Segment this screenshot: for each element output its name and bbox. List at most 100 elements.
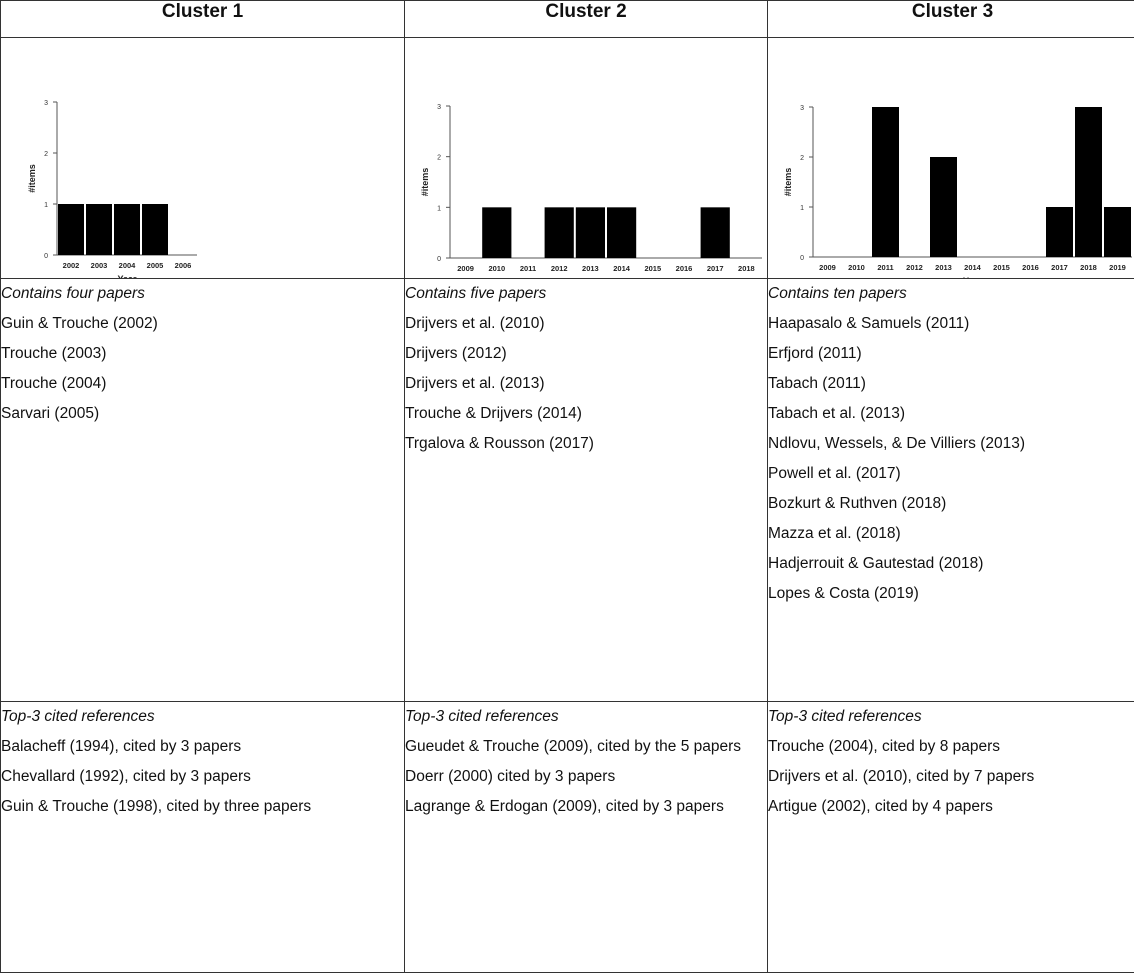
x-tick-label: 2019 — [1109, 263, 1126, 272]
cluster-2-references-subhead: Top-3 cited references — [405, 708, 559, 725]
cluster-1-papers-subhead: Contains four papers — [1, 285, 145, 302]
y-axis-label: #items — [420, 168, 430, 197]
x-tick-label: 2015 — [644, 264, 661, 273]
y-tick-label: 3 — [800, 105, 804, 112]
paper-item: Haapasalo & Samuels (2011) — [768, 315, 970, 332]
cluster-1-header: Cluster 1 — [0, 0, 405, 38]
x-tick-label: 2018 — [738, 264, 755, 273]
bar-2010 — [482, 207, 512, 258]
paper-item: Tabach (2011) — [768, 375, 866, 392]
paper-item: Drijvers et al. (2013) — [405, 375, 545, 392]
cluster-3-papers-subhead: Contains ten papers — [768, 285, 907, 302]
paper-item: Mazza et al. (2018) — [768, 525, 901, 542]
cluster-2-chart: 0 1 2 3 2009 2010 2011 2012 2013 2014 2015 2016 2017… — [420, 104, 762, 278]
reference-item: Balacheff (1994), cited by 3 papers — [1, 738, 242, 755]
cluster-2-papers-cell: Contains five papers Drijvers et al. (20… — [404, 278, 768, 702]
y-tick-label: 0 — [437, 256, 441, 263]
cluster-2-references-cell: Top-3 cited references Gueudet & Trouche… — [404, 701, 768, 973]
y-tick-label: 0 — [800, 255, 804, 262]
bar-2017 — [1046, 207, 1073, 257]
bar-2003 — [86, 204, 112, 255]
reference-item: Chevallard (1992), cited by 3 papers — [1, 768, 251, 785]
x-tick-label: 2015 — [993, 263, 1010, 272]
paper-item: Powell et al. (2017) — [768, 465, 901, 482]
bar-2012 — [544, 207, 574, 258]
x-tick-label: 2009 — [819, 263, 836, 272]
chart-row: 0 1 2 3 2002 2003 2004 2005 2006 Year #items 0 1 2 3 2… — [0, 37, 1134, 279]
y-tick-label: 2 — [437, 155, 441, 162]
cluster-1-chart-cell: 0 1 2 3 2002 2003 2004 2005 2006 Year #items — [0, 37, 405, 279]
bar-2019 — [1104, 207, 1131, 257]
y-tick-label: 1 — [437, 205, 441, 212]
paper-item: Hadjerrouit & Gautestad (2018) — [768, 555, 984, 572]
reference-item: Trouche (2004), cited by 8 papers — [768, 738, 1001, 755]
y-tick-label: 2 — [800, 155, 804, 162]
reference-item: Guin & Trouche (1998), cited by three pa… — [1, 798, 312, 815]
reference-item: Lagrange & Erdogan (2009), cited by 3 pa… — [405, 798, 724, 815]
reference-item: Doerr (2000) cited by 3 papers — [405, 768, 616, 785]
x-tick-label: 2017 — [707, 264, 724, 273]
cluster-1-papers-cell: Contains four papers Guin & Trouche (200… — [0, 278, 405, 702]
paper-item: Lopes & Costa (2019) — [768, 585, 919, 602]
bar-2013 — [575, 207, 605, 258]
bar-2018 — [1075, 107, 1102, 257]
cluster-1-chart: 0 1 2 3 2002 2003 2004 2005 2006 Year #items — [27, 100, 197, 278]
x-tick-label: 2016 — [676, 264, 693, 273]
x-tick-label: 2004 — [119, 261, 137, 270]
bar-2002 — [58, 204, 84, 255]
cluster-3-chart-cell: 0 1 2 3 2009 2010 2011 2012 2013 2014 2015 2016 2017… — [767, 37, 1134, 279]
bar-2017 — [700, 207, 730, 258]
x-tick-label: 2010 — [848, 263, 865, 272]
x-tick-label: 2010 — [488, 264, 505, 273]
x-tick-label: 2014 — [964, 263, 982, 272]
reference-item: Artigue (2002), cited by 4 papers — [768, 798, 993, 815]
paper-item: Drijvers (2012) — [405, 345, 507, 362]
bar-2013 — [930, 157, 957, 257]
paper-item: Drijvers et al. (2010) — [405, 315, 545, 332]
x-axis-label: Year — [963, 276, 983, 278]
y-axis-label: #items — [27, 164, 37, 193]
x-tick-label: 2011 — [877, 263, 893, 272]
x-tick-label: 2003 — [91, 261, 108, 270]
x-tick-label: 2013 — [935, 263, 952, 272]
cluster-3-references-subhead: Top-3 cited references — [768, 708, 922, 725]
y-tick-label: 2 — [44, 151, 48, 158]
cluster-3-header: Cluster 3 — [767, 0, 1134, 38]
cluster-1-references-cell: Top-3 cited references Balacheff (1994),… — [0, 701, 405, 973]
x-tick-label: 2018 — [1080, 263, 1097, 272]
x-tick-label: 2012 — [551, 264, 568, 273]
paper-item: Trouche (2003) — [1, 345, 107, 362]
x-axis-label: Year — [117, 274, 137, 278]
reference-item: Drijvers et al. (2010), cited by 7 paper… — [768, 768, 1035, 785]
x-tick-label: 2005 — [147, 261, 164, 270]
x-tick-label: 2006 — [175, 261, 192, 270]
paper-item: Guin & Trouche (2002) — [1, 315, 158, 332]
x-tick-label: 2016 — [1022, 263, 1039, 272]
x-tick-label: 2013 — [582, 264, 599, 273]
paper-item: Bozkurt & Ruthven (2018) — [768, 495, 947, 512]
papers-row: Contains four papers Guin & Trouche (200… — [0, 278, 1134, 702]
cluster-3-papers-cell: Contains ten papers Haapasalo & Samuels … — [767, 278, 1134, 702]
bar-2004 — [114, 204, 140, 255]
cluster-2-header: Cluster 2 — [404, 0, 768, 38]
paper-item: Trouche (2004) — [1, 375, 107, 392]
cluster-3-references-cell: Top-3 cited references Trouche (2004), c… — [767, 701, 1134, 973]
paper-item: Tabach et al. (2013) — [768, 405, 906, 422]
paper-item: Sarvari (2005) — [1, 405, 100, 422]
paper-item: Ndlovu, Wessels, & De Villiers (2013) — [768, 435, 1025, 452]
x-tick-label: 2011 — [520, 264, 536, 273]
cluster-1-references-subhead: Top-3 cited references — [1, 708, 155, 725]
paper-item: Trouche & Drijvers (2014) — [405, 405, 582, 422]
x-tick-label: 2017 — [1051, 263, 1068, 272]
y-tick-label: 1 — [800, 205, 804, 212]
y-tick-label: 3 — [44, 100, 48, 107]
x-tick-label: 2014 — [613, 264, 631, 273]
references-row: Top-3 cited references Balacheff (1994),… — [0, 701, 1134, 973]
y-tick-label: 0 — [44, 253, 48, 260]
cluster-2-chart-cell: 0 1 2 3 2009 2010 2011 2012 2013 2014 2015 2016 2017… — [404, 37, 768, 279]
x-axis-label: Year — [596, 277, 616, 278]
y-tick-label: 1 — [44, 202, 48, 209]
bar-2005 — [142, 204, 168, 255]
paper-item: Erfjord (2011) — [768, 345, 862, 362]
